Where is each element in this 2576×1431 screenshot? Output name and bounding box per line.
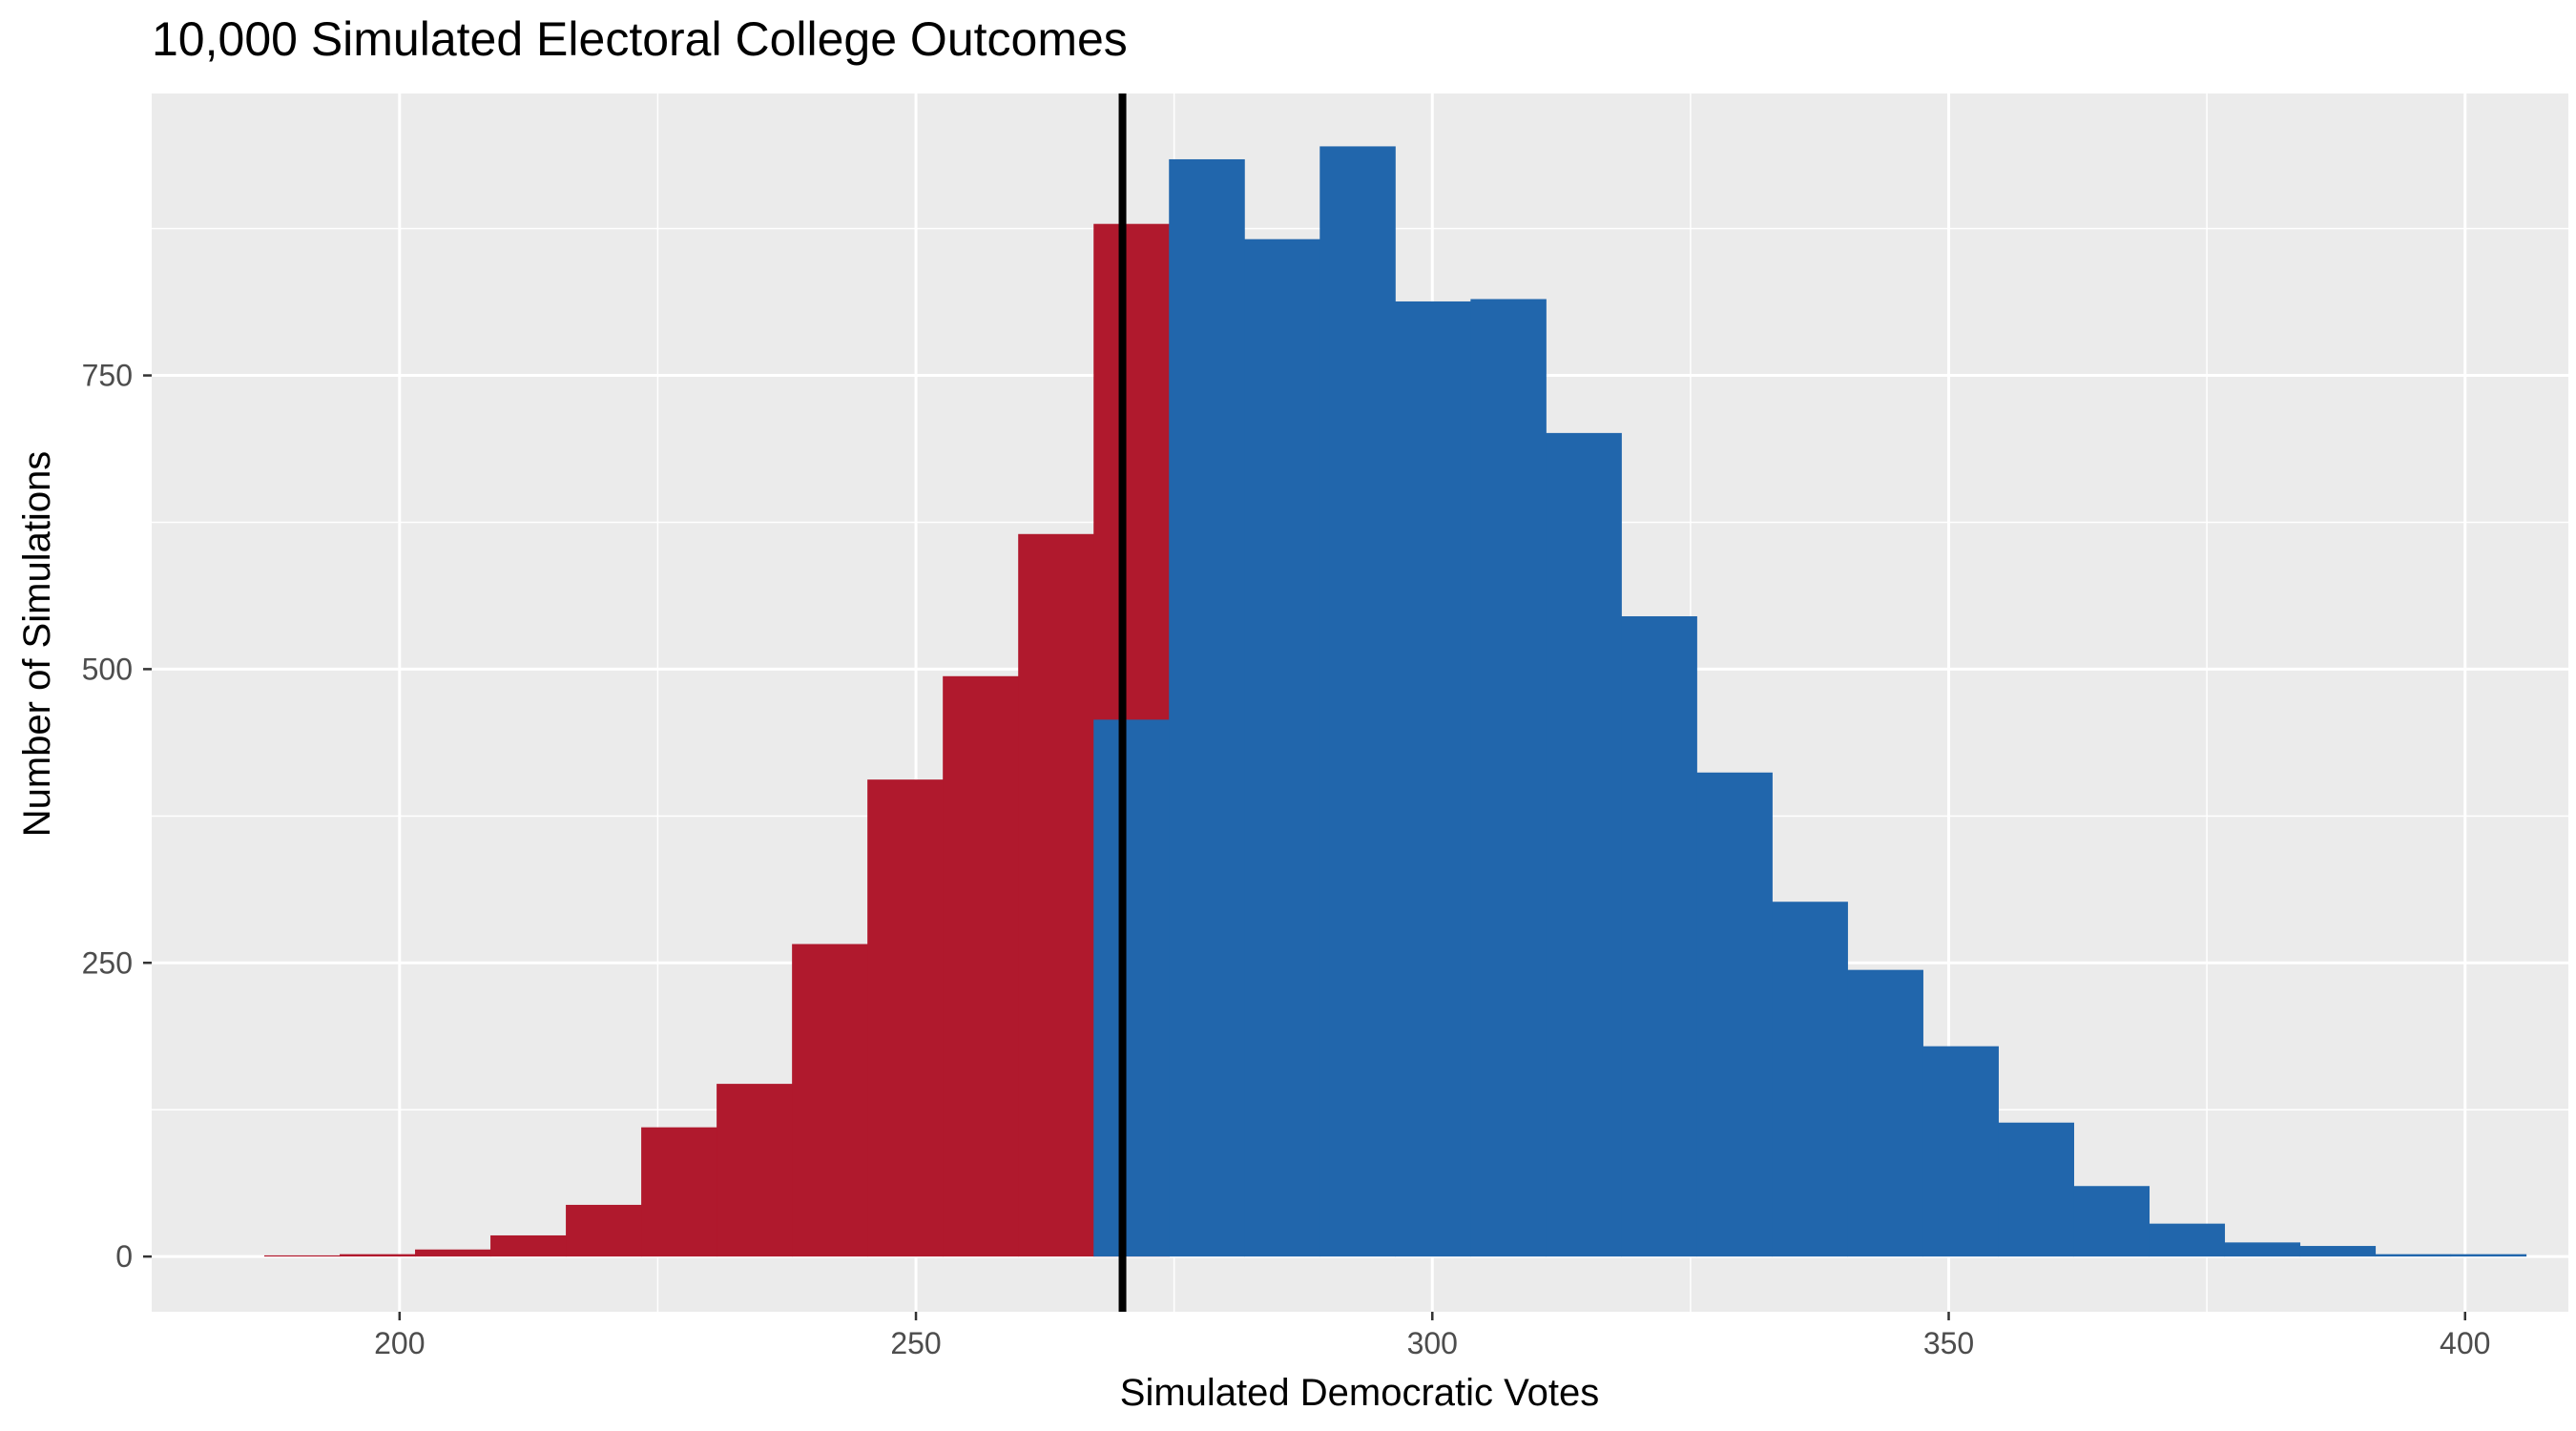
x-axis: 200 250 300 350 400 — [374, 1312, 2490, 1360]
democratic-bar — [1772, 902, 1848, 1257]
democratic-bar — [2073, 1186, 2150, 1257]
republican-bar — [717, 1084, 793, 1257]
democratic-bar — [1470, 299, 1547, 1257]
x-axis-title: Simulated Democratic Votes — [1120, 1372, 1599, 1414]
x-tick-label: 350 — [1923, 1326, 1974, 1360]
democratic-bar — [1847, 969, 1923, 1257]
x-tick-label: 250 — [890, 1326, 941, 1360]
x-tick-label: 200 — [374, 1326, 425, 1360]
democratic-bar — [1546, 432, 1622, 1257]
democratic-bar — [1244, 238, 1320, 1257]
democratic-bars — [1093, 146, 2527, 1257]
democratic-bar — [1319, 146, 1396, 1257]
x-tick-label: 300 — [1407, 1326, 1458, 1360]
x-tick-label: 400 — [2440, 1326, 2490, 1360]
republican-bar — [943, 675, 1019, 1257]
democratic-bar — [1093, 719, 1170, 1257]
democratic-bar — [2299, 1246, 2377, 1257]
democratic-bar — [2149, 1223, 2226, 1257]
democratic-bar — [1621, 615, 1697, 1257]
democratic-bar — [2375, 1254, 2452, 1257]
republican-bar — [792, 944, 868, 1257]
republican-bar — [641, 1127, 717, 1257]
democratic-bar — [1169, 158, 1245, 1257]
democratic-bar — [1395, 301, 1471, 1257]
republican-bar — [867, 779, 944, 1257]
republican-bar — [490, 1234, 567, 1257]
y-axis: 0 250 500 750 — [82, 359, 152, 1274]
republican-bar — [415, 1249, 491, 1257]
y-axis-title: Number of Simulations — [16, 451, 58, 838]
republican-bar — [263, 1255, 341, 1257]
y-tick-label: 0 — [115, 1239, 133, 1274]
democratic-bar — [1998, 1122, 2074, 1257]
republican-bar — [340, 1254, 416, 1257]
chart-title: 10,000 Simulated Electoral College Outco… — [152, 12, 1128, 66]
y-tick-label: 250 — [82, 945, 133, 980]
democratic-bar — [2224, 1242, 2301, 1257]
democratic-bar — [1696, 772, 1773, 1257]
republican-bar — [566, 1204, 642, 1257]
democratic-bar — [1922, 1046, 1999, 1257]
y-tick-label: 750 — [82, 359, 133, 393]
republican-bar — [1018, 533, 1094, 1257]
y-tick-label: 500 — [82, 652, 133, 686]
democratic-bar — [2450, 1254, 2527, 1257]
